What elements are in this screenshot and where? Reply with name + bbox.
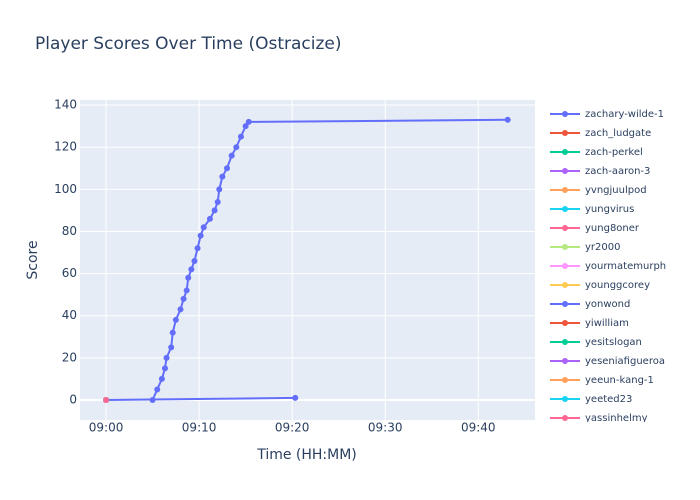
legend-marker	[562, 415, 568, 421]
legend-marker	[562, 396, 568, 402]
chart-title: Player Scores Over Time (Ostracize)	[35, 34, 342, 54]
x-tick-label: 09:30	[368, 421, 403, 435]
data-point	[242, 123, 249, 130]
legend-label: zach_ludgate	[585, 128, 651, 139]
data-point	[245, 118, 252, 125]
data-point	[158, 375, 165, 382]
y-tick-label: 100	[54, 182, 77, 196]
data-point	[214, 198, 221, 205]
data-point	[233, 144, 240, 151]
legend-marker	[562, 339, 568, 345]
y-tick-label: 40	[62, 308, 77, 322]
legend-marker	[562, 377, 568, 383]
legend-label: yvngjuulpod	[585, 185, 647, 196]
y-tick-label: 140	[54, 98, 77, 112]
data-point	[168, 344, 175, 351]
y-tick-label: 80	[62, 224, 77, 238]
legend-marker	[562, 149, 568, 155]
legend-label: yung8oner	[585, 223, 640, 234]
legend-label: yeeted23	[585, 394, 632, 405]
data-point	[188, 266, 195, 273]
data-point	[211, 207, 218, 214]
legend-marker	[562, 187, 568, 193]
data-point	[163, 354, 170, 361]
data-point	[172, 316, 179, 323]
legend-marker	[562, 206, 568, 212]
series-line	[106, 396, 296, 401]
x-tick-label: 09:40	[461, 421, 496, 435]
legend-label: zach-aaron-3	[585, 166, 650, 177]
legend-label: yungvirus	[585, 204, 634, 215]
data-point	[161, 365, 168, 372]
legend-marker	[562, 225, 568, 231]
y-tick-label: 60	[62, 266, 77, 280]
x-tick-label: 09:20	[275, 421, 310, 435]
data-point	[292, 394, 299, 401]
data-point	[219, 173, 226, 180]
data-point	[103, 396, 110, 403]
legend-label: yeeun-kang-1	[585, 375, 654, 386]
legend-marker	[562, 320, 568, 326]
data-point	[237, 133, 244, 140]
x-tick-label: 09:10	[182, 421, 217, 435]
legend-label: yiwilliam	[585, 318, 629, 329]
legend-marker	[562, 130, 568, 136]
data-point	[185, 274, 192, 281]
legend-label: yeseniafigueroa	[585, 356, 665, 367]
legend-label: yr2000	[585, 242, 620, 253]
plot-area	[80, 100, 535, 420]
legend-label: yourmatemurph	[585, 261, 666, 272]
legend-label: younggcorey	[585, 280, 650, 291]
data-point	[224, 165, 231, 172]
y-tick-label: 0	[69, 392, 77, 406]
y-tick-label: 120	[54, 140, 77, 154]
legend-marker	[562, 111, 568, 117]
data-point	[216, 186, 223, 193]
legend-marker	[562, 301, 568, 307]
legend-label: yassinhelmy	[585, 413, 648, 424]
y-tick-label: 20	[62, 350, 77, 364]
data-point	[191, 257, 198, 264]
data-point	[169, 329, 176, 336]
x-tick-label: 09:00	[89, 421, 124, 435]
y-axis-label: Score	[25, 240, 41, 279]
data-point	[228, 152, 235, 159]
legend-marker	[562, 263, 568, 269]
legend-marker	[562, 244, 568, 250]
x-axis-label: Time (HH:MM)	[256, 447, 357, 463]
legend-marker	[562, 282, 568, 288]
legend-marker	[562, 168, 568, 174]
data-point	[194, 245, 201, 252]
data-point	[177, 306, 184, 313]
legend-label: zachary-wilde-1	[585, 109, 664, 120]
data-point	[183, 287, 190, 294]
data-point	[200, 224, 207, 231]
data-point	[504, 116, 511, 123]
legend-label: zach-perkel	[585, 147, 643, 158]
data-point	[197, 232, 204, 239]
legend-label: yesitslogan	[585, 337, 642, 348]
data-point	[180, 295, 187, 302]
data-point	[154, 386, 161, 393]
data-point	[206, 215, 213, 222]
legend-marker	[562, 358, 568, 364]
legend-label: yonwond	[585, 299, 630, 310]
